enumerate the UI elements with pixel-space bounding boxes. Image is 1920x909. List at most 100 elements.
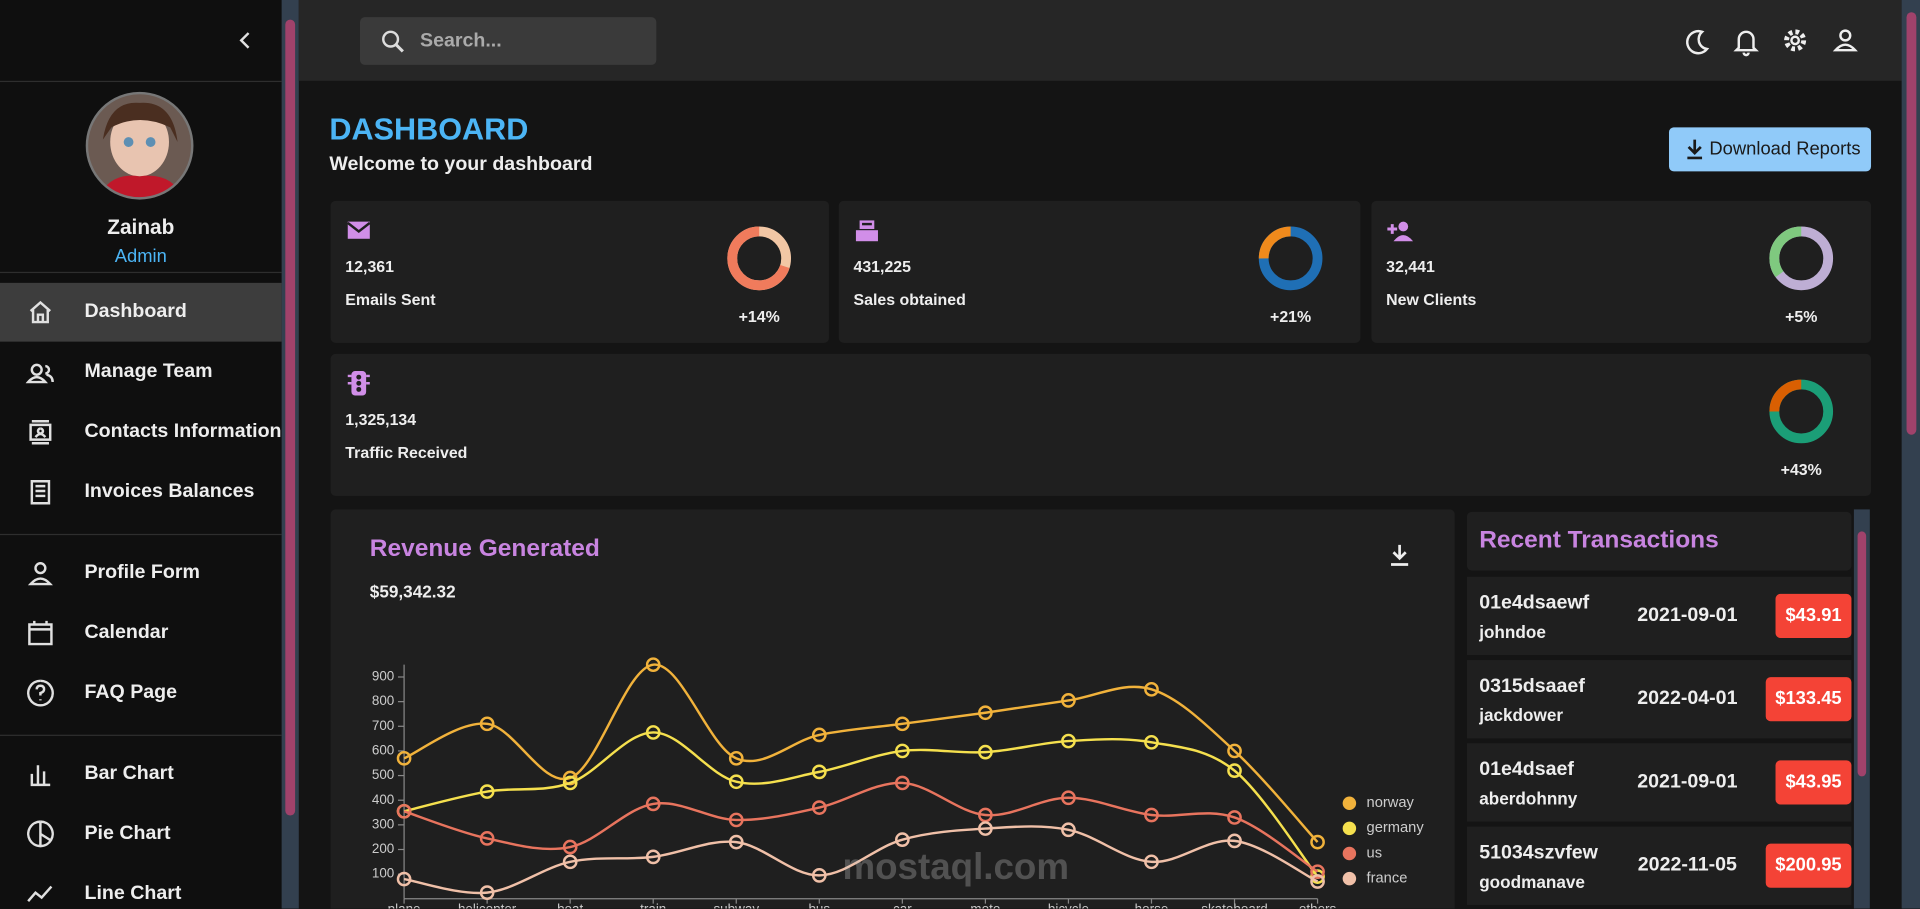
nav-item[interactable]: FAQ Page	[0, 664, 282, 723]
nav-item[interactable]: Calendar	[0, 604, 282, 663]
line-point	[562, 775, 578, 791]
nav-item[interactable]: Pie Chart	[0, 804, 282, 863]
line-point	[1144, 734, 1159, 750]
transaction-row: 01e4dsaef aberdohnny 2021-09-01 $43.95	[1466, 743, 1852, 822]
transaction-id: 0315dsaaef	[1479, 675, 1585, 697]
nav-item[interactable]: Profile Form	[0, 544, 282, 603]
page-subtitle: Welcome to your dashboard	[329, 154, 593, 176]
legend-swatch	[1342, 796, 1357, 811]
divider	[0, 80, 282, 83]
line-series	[403, 731, 1319, 878]
nav-icon	[27, 820, 54, 848]
line-point	[645, 849, 661, 865]
x-tick-label: bicycle	[1048, 901, 1089, 908]
nav-label: Profile Form	[84, 562, 200, 583]
line-point	[1061, 822, 1076, 838]
stat-increase: +21%	[1270, 307, 1312, 326]
nav-icon	[29, 420, 52, 445]
search-placeholder: Search...	[420, 30, 502, 52]
nav-icon-path	[29, 300, 52, 324]
line-point	[1227, 743, 1242, 759]
line-point	[1144, 807, 1159, 823]
y-tick-label: 600	[372, 742, 394, 757]
line-point	[728, 774, 744, 790]
nav-icon-path	[28, 620, 53, 646]
line-point	[1144, 681, 1159, 697]
nav-icon-path	[27, 562, 53, 586]
stat-icon	[1387, 221, 1414, 242]
transaction-id: 51034szvfew	[1479, 842, 1598, 864]
stat-icon	[855, 220, 878, 242]
revenue-amount: $59,342.32	[369, 581, 456, 602]
y-tick-label: 700	[372, 718, 394, 733]
progress-arc	[1258, 226, 1323, 291]
search-box[interactable]: Search...	[360, 17, 657, 65]
nav-item[interactable]: Line Chart	[0, 864, 282, 908]
transaction-user: aberdohnny	[1479, 788, 1578, 809]
x-tick-label: bus	[808, 901, 830, 908]
nav-label: Pie Chart	[84, 822, 171, 844]
nav-item[interactable]: Bar Chart	[0, 744, 282, 803]
stat-value: 431,225	[853, 257, 912, 276]
transactions-scrollbar	[1853, 509, 1870, 909]
stat-icon	[347, 371, 370, 396]
download-reports-button[interactable]: Download Reports	[1668, 127, 1872, 172]
progress-circle	[1258, 226, 1323, 291]
line-point	[479, 784, 495, 799]
topbar-icons[interactable]	[1678, 24, 1874, 58]
x-tick-label: plane	[388, 901, 421, 908]
line-point	[978, 705, 993, 721]
y-tick-label: 100	[372, 866, 394, 881]
search-icon	[382, 30, 404, 53]
right-scrollbar	[1901, 0, 1920, 909]
progress-arc	[727, 226, 792, 291]
revenue-download[interactable]	[1387, 542, 1411, 569]
line-point	[396, 871, 412, 887]
nav-icon-path	[25, 363, 54, 384]
line-point	[894, 743, 910, 759]
line-point	[645, 725, 661, 740]
x-tick-label: subway	[713, 901, 759, 908]
line-point	[811, 727, 827, 743]
line-point	[645, 657, 661, 673]
x-tick-label: train	[640, 901, 666, 908]
nav-item[interactable]: Invoices Balances	[0, 463, 282, 522]
line-point	[479, 885, 495, 900]
stat-increase: +5%	[1785, 307, 1818, 326]
line-point	[645, 796, 661, 812]
stat-label: New Clients	[1386, 290, 1477, 309]
line-point	[396, 803, 412, 819]
watermark: mostaql.com	[842, 847, 1070, 888]
line-series	[403, 825, 1319, 895]
nav-label: Invoices Balances	[84, 481, 255, 503]
user-name: Zainab	[107, 215, 175, 239]
nav-item[interactable]: Dashboard	[0, 282, 282, 342]
transactions-title: Recent Transactions	[1479, 526, 1719, 554]
legend-swatch	[1342, 846, 1357, 861]
line-point	[562, 854, 578, 870]
transaction-row: 01e4dsaewf johndoe 2021-09-01 $43.91	[1466, 576, 1852, 656]
nav-item[interactable]: Manage Team	[0, 343, 282, 402]
nav-icon-path	[27, 679, 54, 707]
transaction-user: johndoe	[1479, 622, 1546, 642]
y-tick-label: 300	[372, 816, 394, 831]
divider	[0, 271, 282, 274]
user-role: Admin	[114, 246, 167, 267]
divider	[0, 533, 282, 536]
progress-arc	[1769, 379, 1834, 444]
x-tick-label: boat	[557, 901, 583, 908]
legend-label: germany	[1367, 820, 1425, 836]
nav-item[interactable]: Contacts Information	[0, 403, 282, 462]
line-point	[728, 834, 744, 850]
transaction-cost: $43.95	[1775, 760, 1852, 805]
y-tick-label: 500	[372, 767, 394, 782]
line-point	[1227, 810, 1242, 825]
collapse-button[interactable]	[233, 28, 257, 52]
nav-icon	[27, 562, 53, 586]
progress-circle	[727, 226, 792, 291]
line-point	[1227, 763, 1242, 778]
stat-card: 1,325,134 Traffic Received +43%	[330, 353, 1872, 496]
nav-label: Calendar	[84, 622, 169, 643]
divider	[0, 734, 282, 736]
line-point	[811, 868, 827, 883]
